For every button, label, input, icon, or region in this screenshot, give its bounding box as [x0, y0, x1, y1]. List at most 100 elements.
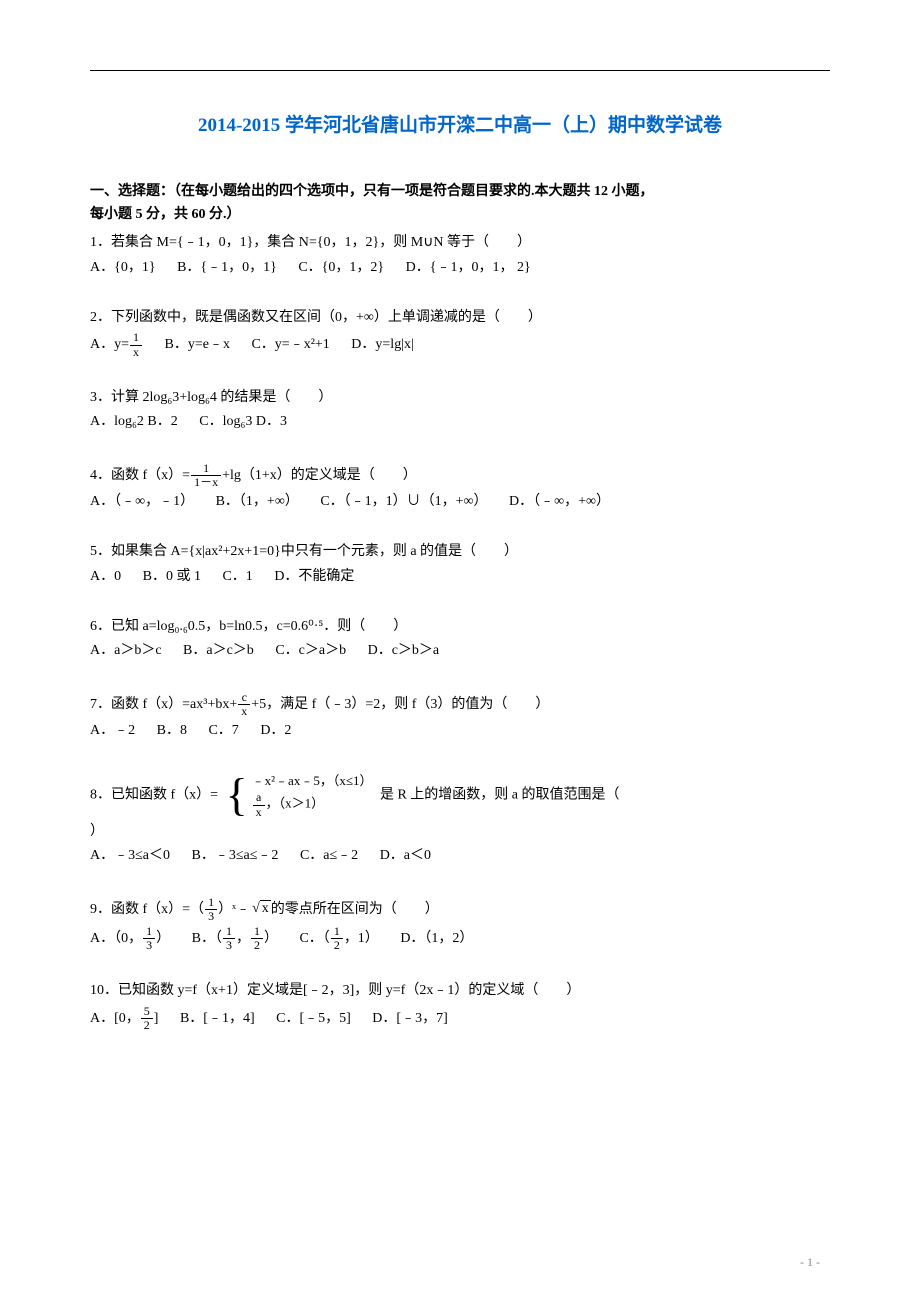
- q7-choice-c: C．7: [208, 723, 238, 738]
- q9-choice-d: D．（1，2）: [400, 931, 473, 946]
- question-6: 6．已知 a=log₀.₆0.5，b=ln0.5，c=0.6⁰·⁵．则（ ） A…: [90, 616, 830, 663]
- q9-text-mid: ）ˣ﹣: [218, 901, 250, 916]
- q9-choices: A．（0，13） B．（13，12） C．（12，1） D．（1，2）: [90, 925, 830, 952]
- q8-choice-b: B．﹣3≤a≤﹣2: [192, 848, 279, 863]
- question-9: 9．函数 f（x）=（13）ˣ﹣x的零点所在区间为（ ） A．（0，13） B．…: [90, 896, 830, 953]
- q9-text-pre: 9．函数 f（x）=（: [90, 901, 204, 916]
- q1-choices: A．{0，1} B．{﹣1，0，1} C．{0，1，2} D．{﹣1，0，1， …: [90, 257, 830, 279]
- question-5: 5．如果集合 A={x|ax²+2x+1=0}中只有一个元素，则 a 的值是（ …: [90, 541, 830, 588]
- q9-base-frac: 13: [205, 896, 217, 923]
- q8-choices: A．﹣3≤a＜0 B．﹣3≤a≤﹣2 C．a≤﹣2 D．a＜0: [90, 845, 830, 867]
- q7-choice-d: D．2: [260, 723, 291, 738]
- q8-piecewise: { ﹣x²﹣ax﹣5，（x≤1） ax，（x＞1）: [226, 771, 373, 819]
- question-1: 1．若集合 M={﹣1，0，1}，集合 N={0，1，2}，则 M∪N 等于（ …: [90, 232, 830, 279]
- q5-text: 5．如果集合 A={x|ax²+2x+1=0}中只有一个元素，则 a 的值是（ …: [90, 541, 830, 563]
- q7-text-post: +5，满足 f（﹣3）=2，则 f（3）的值为（ ）: [251, 697, 549, 712]
- q6-choice-b: B．a＞c＞b: [183, 643, 254, 658]
- question-10: 10．已知函数 y=f（x+1）定义域是[﹣2，3]，则 y=f（2x﹣1）的定…: [90, 980, 830, 1032]
- q9-c-pre: C．（: [299, 931, 329, 946]
- q9-b-f2: 12: [251, 925, 263, 952]
- q10-a-pre: A．[0，: [90, 1011, 140, 1026]
- q9-c-post: ，1）: [344, 931, 379, 946]
- q3-choice-d: D．3: [256, 414, 287, 429]
- q6-text: 6．已知 a=log₀.₆0.5，b=ln0.5，c=0.6⁰·⁵．则（ ）: [90, 616, 830, 638]
- q8-text-pre: 8．已知函数: [90, 787, 167, 802]
- q7-choice-b: B．8: [157, 723, 187, 738]
- q1-choice-b: B．{﹣1，0，1}: [177, 260, 277, 275]
- q4-choice-d: D．（﹣∞，+∞）: [509, 494, 610, 509]
- q6-choices: A．a＞b＞c B．a＞c＞b C．c＞a＞b D．c＞b＞a: [90, 640, 830, 662]
- q5-choice-b: B．0 或 1: [143, 569, 201, 584]
- q5-choices: A．0 B．0 或 1 C．1 D．不能确定: [90, 566, 830, 588]
- q7-choices: A．﹣2 B．8 C．7 D．2: [90, 720, 830, 742]
- q1-choice-d: D．{﹣1，0，1， 2}: [406, 260, 531, 275]
- q8-case1: ﹣x²﹣ax﹣5，（x≤1）: [252, 771, 373, 792]
- exam-title: 2014-2015 学年河北省唐山市开滦二中高一（上）期中数学试卷: [90, 111, 830, 141]
- q8-func-label: f（x）=: [171, 787, 219, 802]
- q9-c-frac: 12: [331, 925, 343, 952]
- q10-choice-b: B．[﹣1，4]: [180, 1011, 255, 1026]
- q10-choices: A．[0，52] B．[﹣1，4] C．[﹣5，5] D．[﹣3，7]: [90, 1005, 830, 1032]
- q1-choice-a: A．{0，1}: [90, 260, 156, 275]
- page-number: - 1 -: [800, 1253, 820, 1272]
- q6-choice-c: C．c＞a＞b: [275, 643, 346, 658]
- q3-text: 3．计算 2log₆3+log₆4 的结果是（ ）: [90, 387, 830, 409]
- q10-text: 10．已知函数 y=f（x+1）定义域是[﹣2，3]，则 y=f（2x﹣1）的定…: [90, 980, 830, 1002]
- q9-a-frac: 13: [143, 925, 155, 952]
- q7-text-pre: 7．函数 f（x）=ax³+bx+: [90, 697, 237, 712]
- section-header-line1: 一、选择题：（在每小题给出的四个选项中，只有一项是符合题目要求的.本大题共 12…: [90, 184, 654, 199]
- q9-text: 9．函数 f（x）=（13）ˣ﹣x的零点所在区间为（ ）: [90, 896, 830, 923]
- q2-choices: A．y=1x B．y=e﹣x C．y=﹣x²+1 D．y=lg|x|: [90, 331, 830, 358]
- q6-choice-a: A．a＞b＞c: [90, 643, 162, 658]
- q1-text: 1．若集合 M={﹣1，0，1}，集合 N={0，1，2}，则 M∪N 等于（ …: [90, 232, 830, 254]
- q2-text: 2．下列函数中，既是偶函数又在区间（0，+∞）上单调递减的是（ ）: [90, 307, 830, 329]
- q9-b-mid: ，: [236, 931, 250, 946]
- exam-page: 2014-2015 学年河北省唐山市开滦二中高一（上）期中数学试卷 一、选择题：…: [0, 0, 920, 1302]
- q3-choice-a: A．log₆2: [90, 414, 144, 429]
- q4-choices: A．（﹣∞，﹣1） B．（1，+∞） C．（﹣1，1）∪（1，+∞） D．（﹣∞…: [90, 491, 830, 513]
- question-2: 2．下列函数中，既是偶函数又在区间（0，+∞）上单调递减的是（ ） A．y=1x…: [90, 307, 830, 359]
- q10-a-frac: 52: [141, 1005, 153, 1032]
- q1-choice-c: C．{0，1，2}: [298, 260, 384, 275]
- q2-choice-a-pre: A．y=: [90, 337, 129, 352]
- q3-choice-b: B．2: [147, 414, 177, 429]
- q10-a-post: ]: [154, 1011, 159, 1026]
- section-header: 一、选择题：（在每小题给出的四个选项中，只有一项是符合题目要求的.本大题共 12…: [90, 181, 830, 226]
- q9-a-post: ）: [156, 931, 170, 946]
- question-8: 8．已知函数 f（x）= { ﹣x²﹣ax﹣5，（x≤1） ax，（x＞1） 是…: [90, 771, 830, 868]
- q3-choices: A．log₆2 B．2 C．log₆3 D．3: [90, 411, 830, 433]
- q9-a-pre: A．（0，: [90, 931, 142, 946]
- q9-b-f1: 13: [223, 925, 235, 952]
- q5-choice-a: A．0: [90, 569, 121, 584]
- q9-sqrt: x: [250, 898, 271, 920]
- q8-choice-d: D．a＜0: [380, 848, 431, 863]
- q10-choice-d: D．[﹣3，7]: [372, 1011, 447, 1026]
- q8-choice-a: A．﹣3≤a＜0: [90, 848, 170, 863]
- q9-text-post: 的零点所在区间为（ ）: [271, 901, 439, 916]
- top-divider: [90, 70, 830, 71]
- q2-choice-c: C．y=﹣x²+1: [251, 337, 329, 352]
- q9-b-post: ）: [264, 931, 278, 946]
- q8-close: ）: [90, 821, 830, 843]
- q3-choice-c: C．log₆3: [199, 414, 252, 429]
- q8-case2-frac: ax: [253, 791, 265, 818]
- q6-choice-d: D．c＞b＞a: [368, 643, 440, 658]
- q9-b-pre: B．（: [192, 931, 222, 946]
- question-4: 4．函数 f（x）=11－x+lg（1+x）的定义域是（ ） A．（﹣∞，﹣1）…: [90, 462, 830, 514]
- question-3: 3．计算 2log₆3+log₆4 的结果是（ ） A．log₆2 B．2 C．…: [90, 387, 830, 434]
- q4-text: 4．函数 f（x）=11－x+lg（1+x）的定义域是（ ）: [90, 462, 830, 489]
- q8-case2-cond: ，（x＞1）: [266, 796, 325, 811]
- q4-choice-a: A．（﹣∞，﹣1）: [90, 494, 194, 509]
- q8-text: 8．已知函数 f（x）= { ﹣x²﹣ax﹣5，（x≤1） ax，（x＞1） 是…: [90, 771, 830, 819]
- q2-choice-d: D．y=lg|x|: [351, 337, 414, 352]
- q4-choice-c: C．（﹣1，1）∪（1，+∞）: [320, 494, 487, 509]
- q8-case2: ax，（x＞1）: [252, 791, 373, 818]
- q5-choice-d: D．不能确定: [274, 569, 354, 584]
- q5-choice-c: C．1: [222, 569, 252, 584]
- q8-text-post: 是 R 上的增函数，则 a 的取值范围是（: [380, 787, 634, 802]
- q4-text-pre: 4．函数 f（x）=: [90, 467, 190, 482]
- q7-text: 7．函数 f（x）=ax³+bx+cx+5，满足 f（﹣3）=2，则 f（3）的…: [90, 691, 830, 718]
- q8-choice-c: C．a≤﹣2: [300, 848, 358, 863]
- section-header-line2: 每小题 5 分，共 60 分.）: [90, 207, 241, 222]
- q10-choice-c: C．[﹣5，5]: [276, 1011, 351, 1026]
